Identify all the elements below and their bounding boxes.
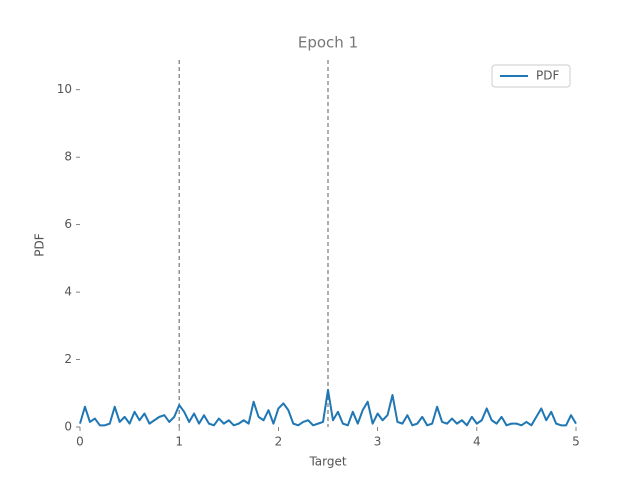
y-tick-label: 8 — [64, 150, 72, 164]
x-tick-label: 2 — [275, 435, 283, 449]
x-tick-label: 0 — [76, 435, 84, 449]
y-tick-label: 0 — [64, 420, 72, 434]
x-axis-label: Target — [308, 455, 346, 469]
y-tick-label: 2 — [64, 352, 72, 366]
legend-box — [491, 64, 571, 88]
x-tick-label: 1 — [175, 435, 183, 449]
x-tick-label: 5 — [572, 435, 580, 449]
legend-label: PDF — [536, 69, 559, 83]
x-tick-label: 4 — [473, 435, 481, 449]
y-tick-label: 10 — [57, 82, 72, 96]
y-axis-label: PDF — [33, 233, 47, 256]
y-tick-label: 4 — [64, 285, 72, 299]
line-series — [79, 388, 577, 427]
x-tick-label: 3 — [374, 435, 382, 449]
y-tick-label: 6 — [64, 217, 72, 231]
chart-title: Epoch 1 — [298, 34, 358, 52]
